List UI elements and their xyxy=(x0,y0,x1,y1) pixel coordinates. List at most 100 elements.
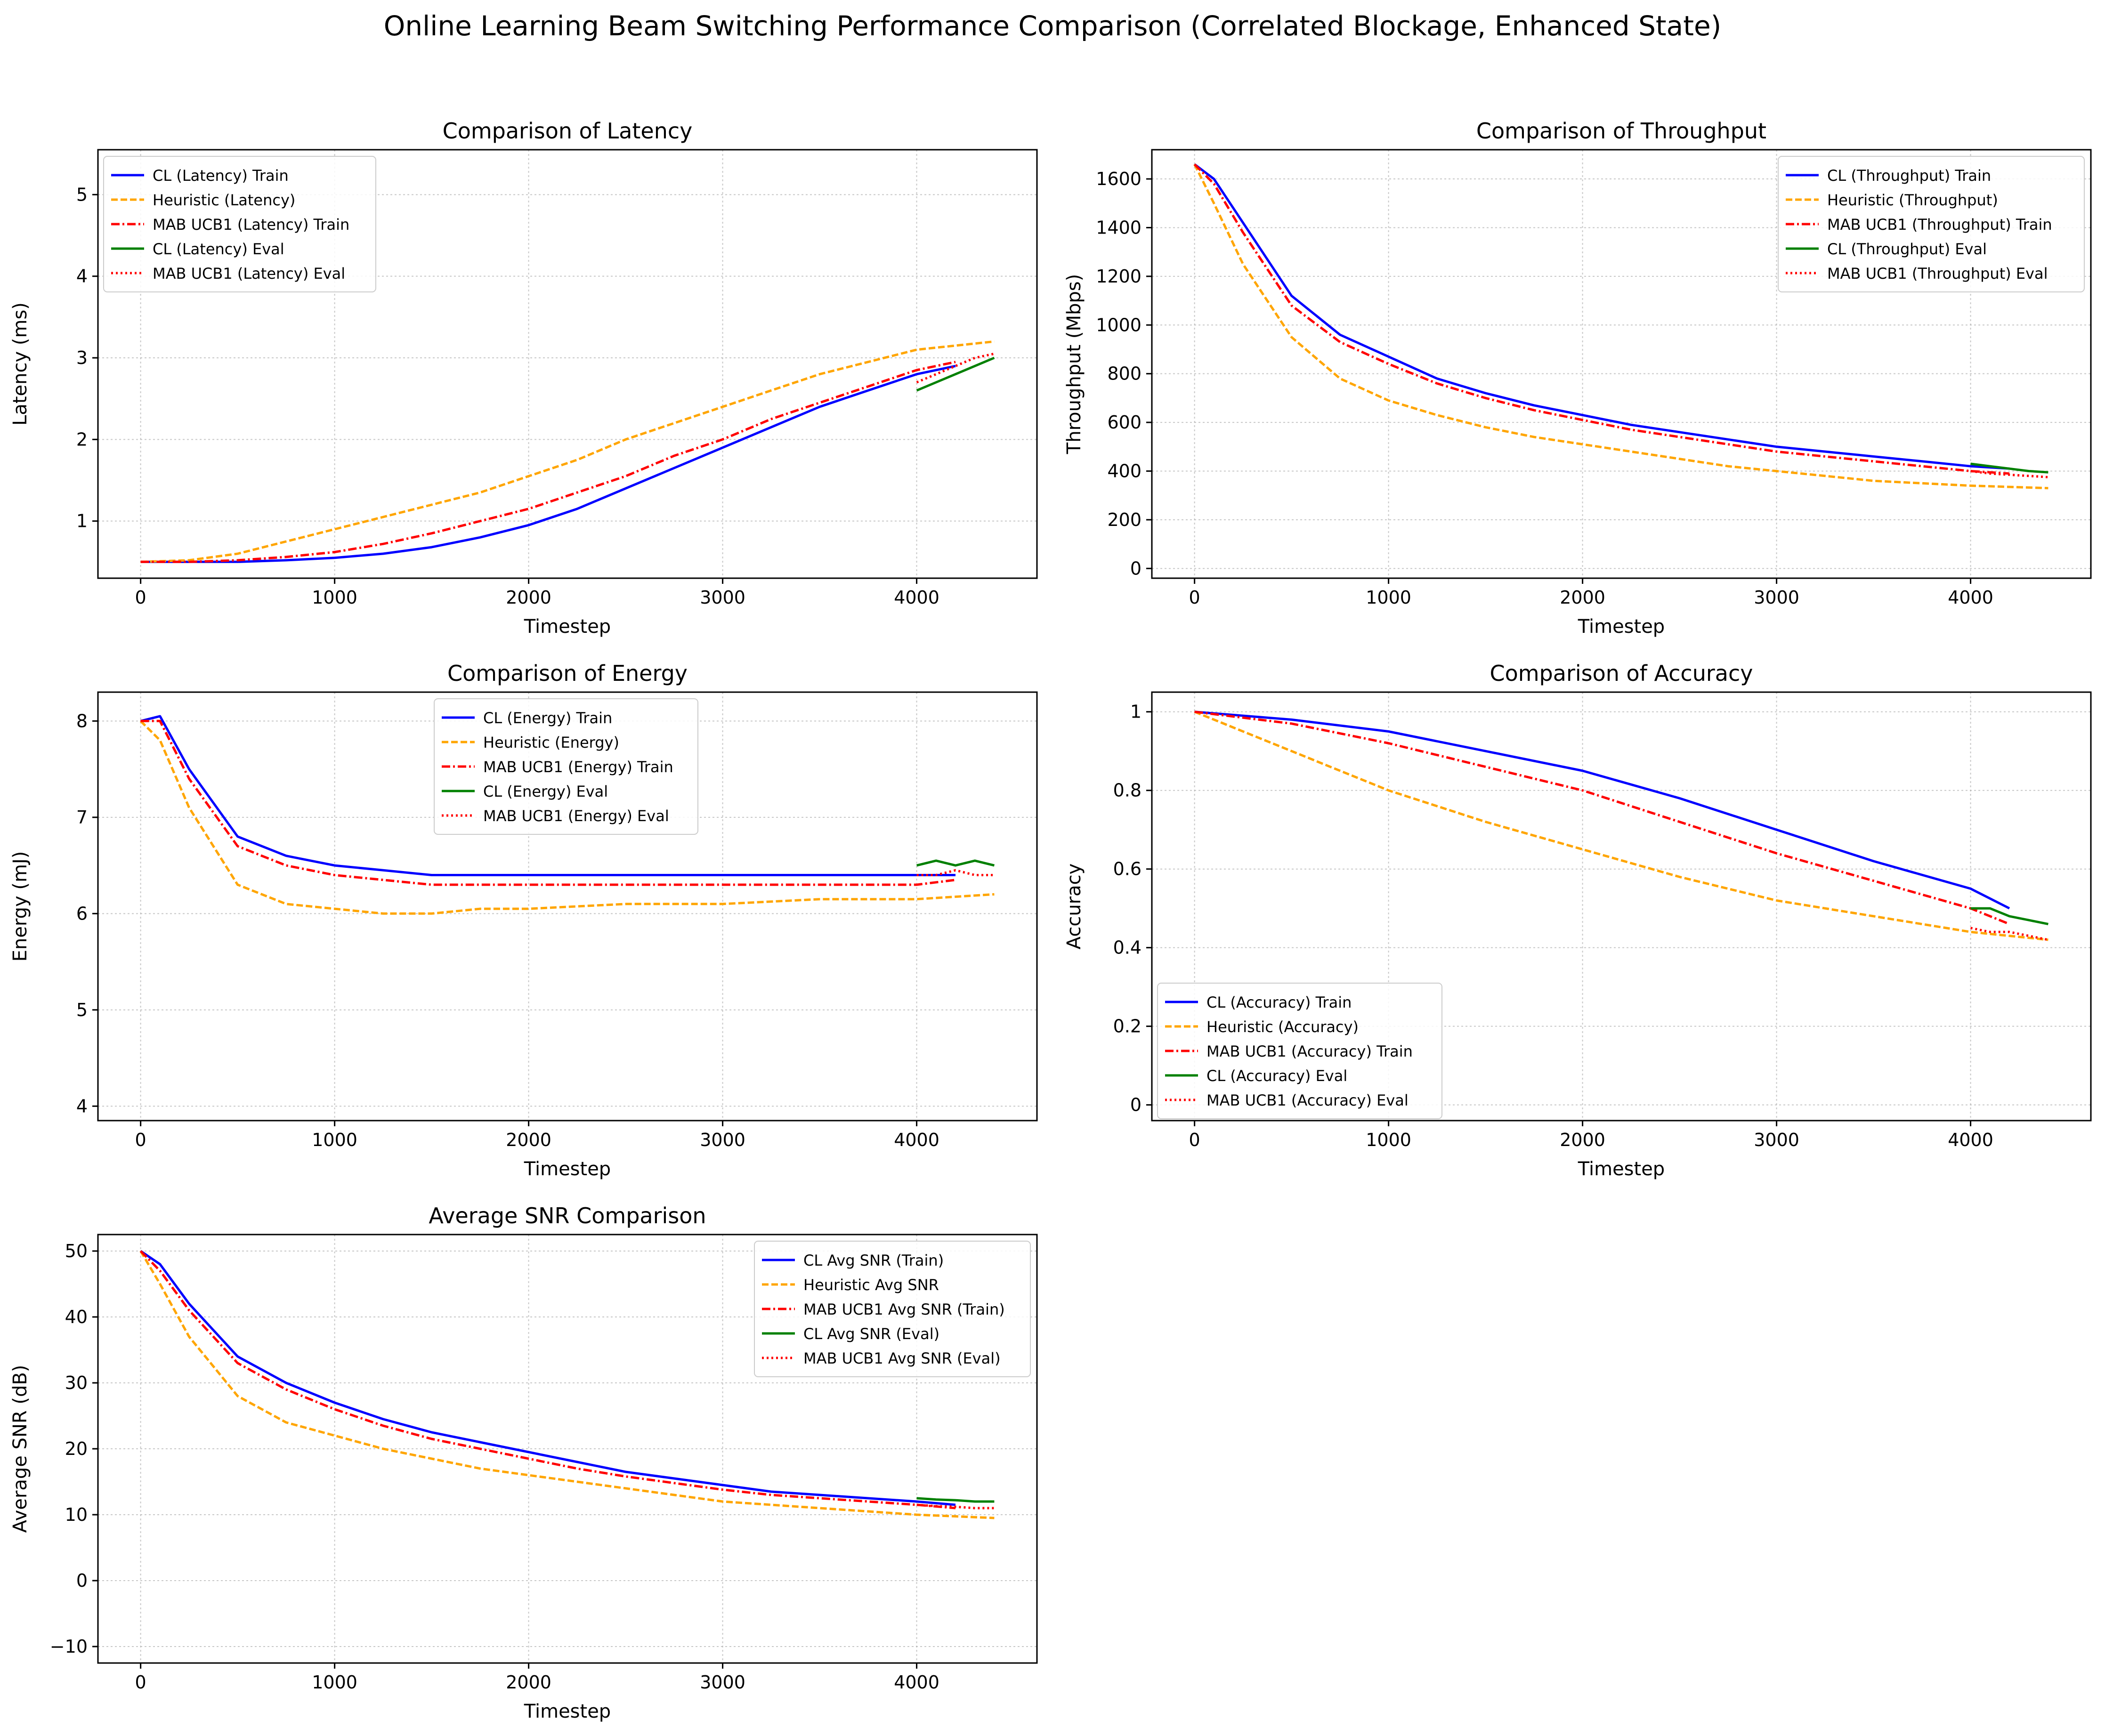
y-tick-label: 400 xyxy=(1107,461,1142,482)
y-axis-label: Energy (mJ) xyxy=(9,851,31,962)
legend: CL Avg SNR (Train) Heuristic Avg SNR MAB U… xyxy=(754,1241,1031,1377)
legend-label: CL (Throughput) Eval xyxy=(1827,240,1987,258)
y-tick-label: 50 xyxy=(65,1241,88,1261)
series-line xyxy=(139,1250,956,1510)
legend-label: Heuristic (Latency) xyxy=(153,191,295,209)
chart-title: Comparison of Accuracy xyxy=(1490,661,1753,686)
x-tick-label: 1000 xyxy=(312,1130,357,1150)
legend-label: CL (Accuracy) Train xyxy=(1206,993,1352,1011)
legend-label: CL (Energy) Train xyxy=(483,709,612,727)
series-line xyxy=(140,340,995,563)
x-tick-label: 4000 xyxy=(1948,1130,1993,1150)
legend-label: MAB UCB1 (Energy) Eval xyxy=(483,807,669,825)
series-line xyxy=(916,1497,995,1503)
x-axis-label: Timestep xyxy=(1578,616,1665,638)
y-tick-label: 3 xyxy=(76,347,88,368)
legend-label: MAB UCB1 (Throughput) Eval xyxy=(1827,265,2048,283)
x-axis-label: Timestep xyxy=(524,1701,611,1722)
series-line xyxy=(139,720,995,915)
x-tick-label: 3000 xyxy=(700,1130,745,1150)
series-line xyxy=(1194,711,2048,941)
x-tick-label: 4000 xyxy=(1948,587,1993,608)
legend-label: MAB UCB1 (Accuracy) Eval xyxy=(1206,1091,1409,1109)
y-tick-label: 1000 xyxy=(1096,315,1142,335)
chart-panel-4: 0 1000 2000 3000 4000 0 0.2 0.4 0.6 0.8 1 Compariso… xyxy=(1063,661,2092,1180)
y-tick-label: 0 xyxy=(1130,1095,1142,1115)
series-line xyxy=(1194,711,2010,925)
y-tick-label: −10 xyxy=(50,1636,88,1657)
x-tick-label: 0 xyxy=(1189,587,1200,608)
figure-title: Online Learning Beam Switching Performan… xyxy=(384,10,1722,42)
series-line xyxy=(139,1250,995,1519)
legend-label: MAB UCB1 (Latency) Train xyxy=(153,216,349,234)
plot-frame xyxy=(97,149,1038,579)
y-tick-label: 1400 xyxy=(1096,217,1142,238)
y-tick-label: 200 xyxy=(1107,509,1142,530)
series-line xyxy=(140,715,955,876)
series-line xyxy=(1194,711,2010,910)
legend-box xyxy=(1157,983,1442,1119)
chart-panel-2: 0 1000 2000 3000 4000 0 200 400 600 800 1000 1200 14… xyxy=(1063,118,2092,638)
x-tick-label: 1000 xyxy=(1366,587,1411,608)
series-line xyxy=(140,361,956,563)
series-line xyxy=(140,1250,956,1506)
x-tick-label: 0 xyxy=(135,1130,146,1150)
legend: CL (Latency) Train Heuristic (Latency) MAB… xyxy=(103,156,376,292)
series-line xyxy=(1970,927,2048,941)
legend-label: CL Avg SNR (Train) xyxy=(803,1252,944,1269)
series-group xyxy=(1194,711,2048,941)
y-tick-label: 1 xyxy=(1130,702,1142,722)
x-tick-label: 3000 xyxy=(700,587,745,608)
chart-title: Comparison of Throughput xyxy=(1476,118,1766,144)
series-line xyxy=(916,1503,995,1510)
legend-label: CL (Energy) Eval xyxy=(483,783,608,800)
legend-label: Heuristic (Throughput) xyxy=(1827,191,1998,209)
legend-label: MAB UCB1 (Energy) Train xyxy=(483,758,673,776)
plot-frame xyxy=(97,691,1038,1122)
series-line xyxy=(916,869,995,876)
x-tick-label: 1000 xyxy=(312,587,357,608)
x-tick-label: 4000 xyxy=(894,587,939,608)
series-line xyxy=(1970,470,2048,478)
series-line xyxy=(140,719,956,886)
y-tick-label: 0 xyxy=(76,1570,88,1591)
legend-label: CL (Accuracy) Eval xyxy=(1206,1067,1347,1085)
y-tick-label: 600 xyxy=(1107,412,1142,433)
legend-label: MAB UCB1 Avg SNR (Train) xyxy=(803,1300,1005,1318)
y-tick-label: 800 xyxy=(1107,363,1142,384)
x-tick-label: 2000 xyxy=(506,1672,551,1693)
legend-box xyxy=(103,156,376,292)
series-group xyxy=(140,340,995,563)
series-line xyxy=(1193,163,2048,490)
y-axis-label: Accuracy xyxy=(1063,864,1085,950)
y-tick-label: 20 xyxy=(65,1438,88,1459)
y-axis-label: Average SNR (dB) xyxy=(9,1365,31,1533)
x-tick-label: 3000 xyxy=(1754,587,1799,608)
y-tick-label: 0.4 xyxy=(1113,937,1142,958)
legend-label: MAB UCB1 (Accuracy) Train xyxy=(1206,1042,1413,1060)
y-tick-label: 8 xyxy=(76,711,88,731)
legend-label: CL Avg SNR (Eval) xyxy=(803,1325,939,1343)
legend-label: MAB UCB1 (Throughput) Train xyxy=(1827,216,2052,234)
legend-label: Heuristic (Energy) xyxy=(483,734,619,751)
y-tick-label: 0.2 xyxy=(1113,1016,1142,1037)
x-tick-label: 2000 xyxy=(506,1130,551,1150)
y-tick-label: 10 xyxy=(65,1504,88,1525)
y-tick-label: 0 xyxy=(1130,558,1142,579)
y-tick-label: 5 xyxy=(76,1000,88,1020)
series-group xyxy=(139,1250,995,1519)
x-tick-label: 2000 xyxy=(1560,1130,1605,1150)
y-tick-label: 1 xyxy=(76,511,88,532)
y-tick-label: 1600 xyxy=(1096,169,1142,189)
x-axis-label: Timestep xyxy=(1578,1158,1665,1180)
x-tick-label: 1000 xyxy=(1366,1130,1411,1150)
y-tick-label: 30 xyxy=(65,1373,88,1393)
plot-frame xyxy=(1151,691,2092,1122)
x-tick-label: 0 xyxy=(135,587,146,608)
series-line xyxy=(140,364,956,563)
series-line xyxy=(916,356,995,392)
x-tick-label: 2000 xyxy=(1560,587,1605,608)
legend-label: CL (Latency) Eval xyxy=(153,240,284,258)
legend-box xyxy=(1778,156,2085,292)
y-tick-label: 40 xyxy=(65,1307,88,1327)
